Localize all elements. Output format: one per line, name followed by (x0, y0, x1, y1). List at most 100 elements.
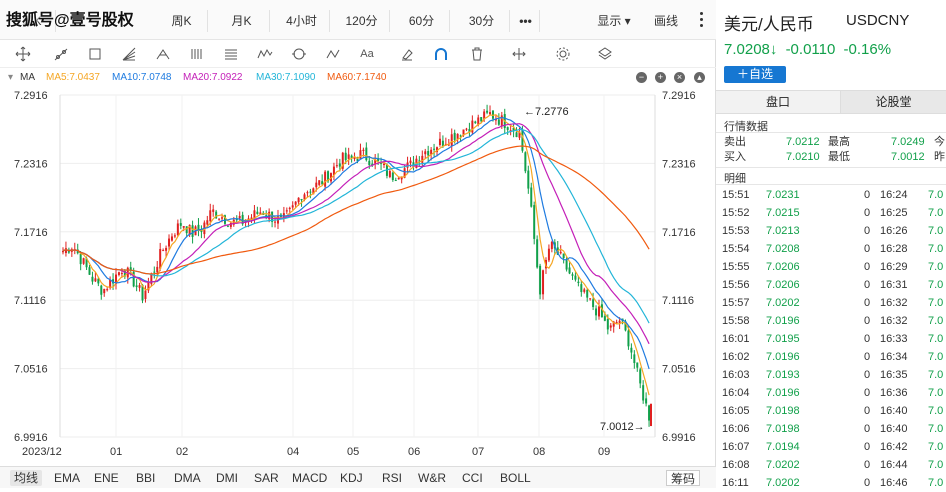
indicator-dmi[interactable]: DMI (216, 471, 238, 485)
candle-body (521, 129, 524, 151)
magnet-icon[interactable] (430, 44, 452, 64)
wave-icon[interactable] (254, 44, 276, 64)
candle-body (76, 249, 79, 254)
pitchfork-icon[interactable] (152, 44, 174, 64)
draw-line-button[interactable]: 画线 (653, 14, 678, 28)
tick-price: 7.0202 (766, 477, 800, 489)
candle-body (580, 284, 583, 293)
candle-body (132, 271, 135, 287)
candle-body (394, 180, 397, 182)
candle-body (306, 192, 309, 194)
y-tick-label: 6.9916 (662, 432, 696, 444)
period-30m[interactable]: 30分 (454, 10, 510, 32)
cycle-icon[interactable] (288, 44, 310, 64)
candle-body (568, 267, 571, 274)
candle-body (515, 132, 518, 138)
candle-body (489, 112, 492, 115)
ma20-line (62, 123, 650, 345)
tick-volume: 0 (864, 333, 871, 345)
candle-body (356, 158, 359, 161)
sync-arrows-icon[interactable] (508, 44, 530, 64)
add-watchlist-button[interactable]: ＋自选 (724, 66, 786, 83)
candle-body (64, 248, 67, 254)
period-4h[interactable]: 4小时 (274, 10, 330, 32)
period-60m[interactable]: 60分 (394, 10, 450, 32)
candle-body (468, 128, 471, 133)
candle-body (165, 247, 168, 251)
close-chart-icon[interactable]: × (674, 72, 685, 83)
collapse-arrow-icon[interactable]: ▾ (8, 72, 14, 83)
candle-body (365, 147, 368, 161)
candle-body (297, 197, 300, 203)
more-menu-icon[interactable] (700, 12, 703, 28)
tab-orderbook[interactable]: 盘口 (716, 91, 840, 113)
candlestick-chart[interactable]: 7.2916 7.2916 7.2316 7.2316 7.1716 7.1716 7.11… (0, 87, 716, 465)
period-day[interactable]: 日K (8, 10, 56, 32)
candle-body (388, 171, 391, 178)
indicator-wr[interactable]: W&R (418, 471, 446, 485)
tick-row: 16:02 7.0196 0 16:34 7.0 (716, 348, 946, 366)
crosshair-icon[interactable] (12, 44, 34, 64)
more-periods-button[interactable]: ••• (512, 10, 540, 32)
eraser-icon[interactable] (396, 44, 418, 64)
indicator-bbi[interactable]: BBI (136, 471, 156, 485)
candle-body (147, 282, 150, 291)
period-month[interactable]: 月K (214, 10, 270, 32)
y-tick-label: 7.1716 (14, 227, 48, 239)
tick-time: 16:08 (722, 459, 750, 471)
fib-levels-icon[interactable] (220, 44, 242, 64)
indicator-dma[interactable]: DMA (174, 471, 201, 485)
trash-icon[interactable] (466, 44, 488, 64)
candle-body (197, 224, 200, 231)
trendline-icon[interactable] (50, 44, 72, 64)
indicator-macd[interactable]: MACD (292, 471, 328, 485)
candle-body (368, 160, 371, 166)
candle-body (241, 214, 244, 225)
fan-tool-icon[interactable] (118, 44, 140, 64)
candle-body (645, 398, 648, 404)
candle-body (509, 130, 512, 132)
candle-body (438, 138, 441, 146)
x-tick-label: 07 (472, 446, 484, 458)
layers-icon[interactable] (594, 44, 616, 64)
tick-time: 16:40 (880, 423, 908, 435)
candle-body (350, 155, 353, 159)
candle-body (94, 278, 97, 282)
rectangle-tool-icon[interactable] (84, 44, 106, 64)
pattern-icon[interactable] (322, 44, 344, 64)
gear-icon[interactable] (552, 44, 574, 64)
tick-time: 15:53 (722, 225, 750, 237)
indicator-ema[interactable]: EMA (54, 471, 81, 485)
y-tick-label: 7.1116 (662, 295, 694, 307)
zoom-in-icon[interactable]: + (655, 72, 666, 83)
tick-time: 16:02 (722, 351, 750, 363)
indicator-cci[interactable]: CCI (462, 471, 483, 485)
vertical-lines-icon[interactable] (186, 44, 208, 64)
tab-forum[interactable]: 论股堂 (840, 91, 946, 113)
candle-body (491, 110, 494, 119)
candle-body (282, 213, 285, 218)
candle-body (206, 220, 209, 225)
ma10-line (62, 116, 650, 370)
candle-body (229, 222, 232, 227)
candle-body (238, 215, 241, 219)
candle-body (486, 110, 489, 113)
settings-circle-icon[interactable]: ▴ (694, 72, 705, 83)
indicator-kdj[interactable]: KDJ (340, 471, 363, 485)
indicator-boll[interactable]: BOLL (500, 471, 531, 485)
period-120m[interactable]: 120分 (334, 10, 390, 32)
indicator-ene[interactable]: ENE (94, 471, 119, 485)
display-menu[interactable]: 显示 ▾ (597, 14, 631, 28)
period-week[interactable]: 周K (156, 10, 208, 32)
x-tick-label: 02 (176, 446, 188, 458)
indicator-rsi[interactable]: RSI (382, 471, 403, 485)
zoom-out-icon[interactable]: − (636, 72, 647, 83)
chip-distribution-button[interactable]: 筹码 (666, 470, 701, 486)
tick-time: 15:54 (722, 243, 750, 255)
tick-time: 16:36 (880, 387, 908, 399)
indicator-sar[interactable]: SAR (254, 471, 279, 485)
indicator-ma[interactable]: 均线 (10, 470, 43, 486)
text-tool-icon[interactable]: Aa (360, 48, 374, 60)
candle-body (400, 176, 403, 180)
tick-price: 7.0194 (766, 441, 800, 453)
